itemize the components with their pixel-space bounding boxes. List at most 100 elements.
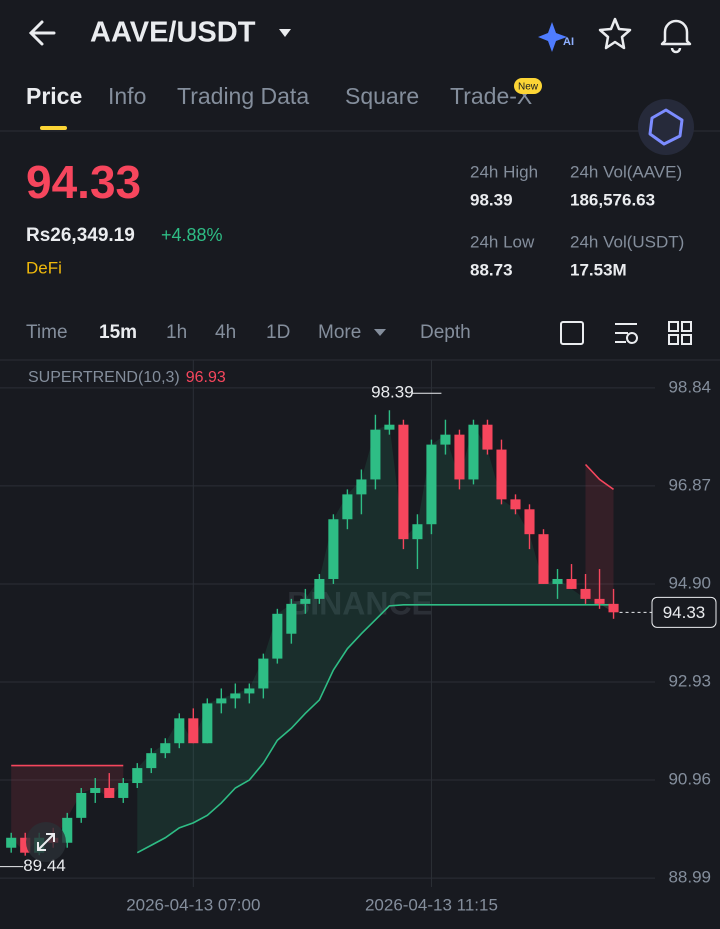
candle-body (258, 658, 269, 689)
chart-settings-button[interactable] (560, 321, 584, 345)
candle-body (314, 578, 325, 599)
sector-tag[interactable]: DeFi (26, 258, 62, 277)
candle-body (594, 598, 605, 604)
candle-body (160, 743, 171, 754)
pair-dropdown[interactable] (279, 29, 291, 37)
y-tick-label: 90.96 (668, 770, 711, 789)
pair-title[interactable]: AAVE/USDT (90, 17, 256, 49)
indicator-value: 96.93 (186, 369, 226, 386)
candle-body (342, 494, 353, 520)
candle-body (146, 753, 157, 769)
layout-button[interactable] (668, 321, 692, 345)
ai-badge: AI (563, 36, 574, 48)
assistant-button[interactable] (638, 99, 694, 155)
candle-body (188, 718, 199, 744)
stat-value: 98.39 (470, 190, 513, 209)
low-label: 89.44 (23, 856, 66, 875)
trend-fill (137, 424, 614, 853)
candle-body (384, 424, 395, 430)
candle-body (496, 449, 507, 500)
x-tick-label: 2026-04-13 07:00 (126, 895, 260, 914)
candle-body (412, 524, 423, 540)
candle-body (454, 434, 465, 480)
y-tick-label: 92.93 (668, 671, 711, 690)
indicator-name: SUPERTREND(10,3) (28, 369, 180, 386)
candle-body (440, 434, 451, 445)
candle-body (174, 718, 185, 744)
interval[interactable]: 1D (266, 322, 290, 343)
y-tick-label: 94.90 (668, 573, 711, 592)
favorite-button[interactable] (598, 17, 632, 50)
candle-body (538, 534, 549, 584)
indicator-button[interactable] (615, 323, 637, 343)
more-dropdown[interactable] (374, 329, 386, 336)
stat-label: 24h Vol(USDT) (570, 232, 684, 251)
tab-indicator (40, 126, 67, 130)
candle-body (244, 688, 255, 694)
candle-body (216, 698, 227, 704)
interval[interactable]: More (318, 322, 361, 343)
candle-body (62, 817, 73, 843)
interval[interactable]: Time (26, 322, 68, 343)
candle-body (230, 693, 241, 699)
y-tick-label: 96.87 (668, 475, 711, 494)
candle-body (482, 424, 493, 450)
supertrend-line (11, 463, 615, 767)
y-tick-label: 98.84 (668, 377, 711, 396)
y-tick-label: 88.99 (668, 868, 711, 887)
tab[interactable]: Square (345, 83, 419, 109)
notification-button[interactable] (660, 19, 692, 54)
watermark: BINANCE (287, 585, 433, 621)
assistant-icon (648, 108, 684, 146)
candle-body (300, 598, 311, 604)
candle-body (202, 703, 213, 744)
ai-icon[interactable] (538, 22, 567, 52)
fiat-price: Rs26,349.19 (26, 225, 135, 246)
expand-icon (37, 833, 55, 851)
candle-body (286, 603, 297, 634)
candle-body (272, 613, 283, 659)
stat-label: 24h Vol(AAVE) (570, 162, 682, 181)
interval[interactable]: 15m (99, 322, 137, 343)
candle-body (426, 444, 437, 525)
candle-body (524, 509, 535, 535)
candle-body (370, 429, 381, 480)
stat-label: 24h Low (470, 232, 535, 251)
candle-body (356, 479, 367, 495)
candle-body (566, 578, 577, 589)
tab[interactable]: Trading Data (177, 83, 309, 109)
new-badge: New (518, 82, 539, 93)
candle-body (132, 768, 143, 784)
tab[interactable]: Info (108, 83, 146, 109)
stat-value: 186,576.63 (570, 190, 655, 209)
last-price-label: 94.33 (663, 603, 706, 622)
stat-value: 88.73 (470, 260, 513, 279)
candle-body (20, 837, 31, 853)
badge-bg (514, 78, 542, 94)
candle-body (468, 424, 479, 480)
x-tick-label: 2026-04-13 11:15 (365, 895, 498, 914)
interval[interactable]: 4h (215, 322, 236, 343)
chart: 98.84 96.87 94.90 92.93 90.96 88.99 2026-04-13… (0, 360, 717, 914)
stat-value: 17.53M (570, 260, 627, 279)
stat-label: 24h High (470, 162, 538, 181)
tab[interactable]: Price (26, 83, 82, 109)
last-price: 94.33 (26, 156, 141, 208)
candle-body (328, 519, 339, 579)
back-button[interactable] (28, 20, 56, 46)
candle-body (510, 499, 521, 510)
candle-body (76, 792, 87, 818)
supertrend-line (136, 604, 614, 854)
candle-body (90, 788, 101, 793)
last-price-box (651, 596, 717, 628)
interval[interactable]: 1h (166, 322, 187, 343)
candle-body (104, 788, 115, 798)
trend-fill (585, 464, 614, 613)
candle-body (552, 578, 563, 584)
interval[interactable]: Depth (420, 322, 471, 343)
candle-body (6, 837, 17, 848)
candle-body (118, 783, 129, 798)
